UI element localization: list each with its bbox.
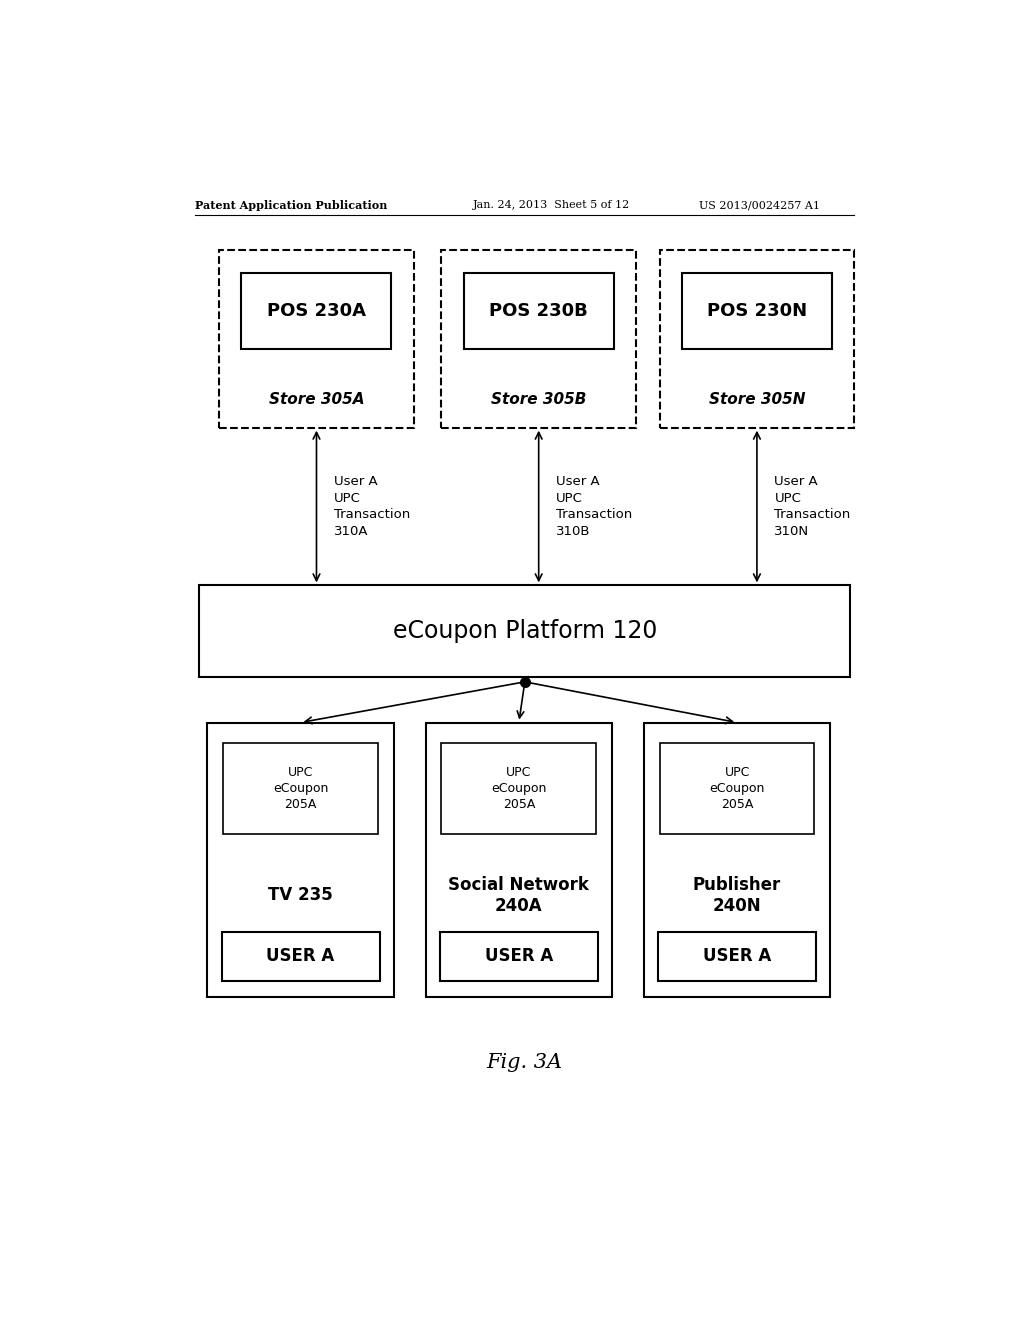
Text: UPC
eCoupon
205A: UPC eCoupon 205A bbox=[710, 766, 765, 810]
Text: US 2013/0024257 A1: US 2013/0024257 A1 bbox=[699, 201, 820, 210]
Bar bbox=[464, 273, 613, 350]
Bar bbox=[440, 932, 598, 981]
Bar bbox=[426, 722, 612, 997]
Bar bbox=[223, 743, 378, 834]
Bar bbox=[644, 722, 830, 997]
Text: Publisher
240N: Publisher 240N bbox=[693, 876, 781, 915]
Bar bbox=[242, 273, 391, 350]
Text: User A
UPC
Transaction
310N: User A UPC Transaction 310N bbox=[774, 475, 851, 537]
Bar bbox=[200, 585, 850, 677]
Bar bbox=[659, 249, 854, 428]
Text: Fig. 3A: Fig. 3A bbox=[486, 1053, 563, 1072]
Bar bbox=[659, 743, 814, 834]
Text: POS 230N: POS 230N bbox=[707, 302, 807, 321]
Text: USER A: USER A bbox=[484, 948, 553, 965]
Text: Store 305N: Store 305N bbox=[709, 392, 805, 407]
Text: UPC
eCoupon
205A: UPC eCoupon 205A bbox=[492, 766, 547, 810]
Text: USER A: USER A bbox=[266, 948, 335, 965]
Bar bbox=[219, 249, 414, 428]
Text: UPC
eCoupon
205A: UPC eCoupon 205A bbox=[273, 766, 329, 810]
Bar bbox=[207, 722, 394, 997]
Text: POS 230B: POS 230B bbox=[489, 302, 588, 321]
Text: Patent Application Publication: Patent Application Publication bbox=[196, 199, 388, 211]
Bar bbox=[441, 249, 636, 428]
Bar bbox=[441, 743, 596, 834]
Text: Jan. 24, 2013  Sheet 5 of 12: Jan. 24, 2013 Sheet 5 of 12 bbox=[473, 201, 631, 210]
Text: eCoupon Platform 120: eCoupon Platform 120 bbox=[392, 619, 657, 643]
Text: TV 235: TV 235 bbox=[268, 886, 333, 904]
Bar bbox=[221, 932, 380, 981]
Text: User A
UPC
Transaction
310A: User A UPC Transaction 310A bbox=[334, 475, 411, 537]
Text: Social Network
240A: Social Network 240A bbox=[449, 876, 589, 915]
Text: User A
UPC
Transaction
310B: User A UPC Transaction 310B bbox=[556, 475, 633, 537]
Bar bbox=[682, 273, 831, 350]
Text: Store 305B: Store 305B bbox=[490, 392, 587, 407]
Text: POS 230A: POS 230A bbox=[267, 302, 366, 321]
Text: Store 305A: Store 305A bbox=[268, 392, 365, 407]
Bar bbox=[658, 932, 816, 981]
Text: USER A: USER A bbox=[702, 948, 771, 965]
